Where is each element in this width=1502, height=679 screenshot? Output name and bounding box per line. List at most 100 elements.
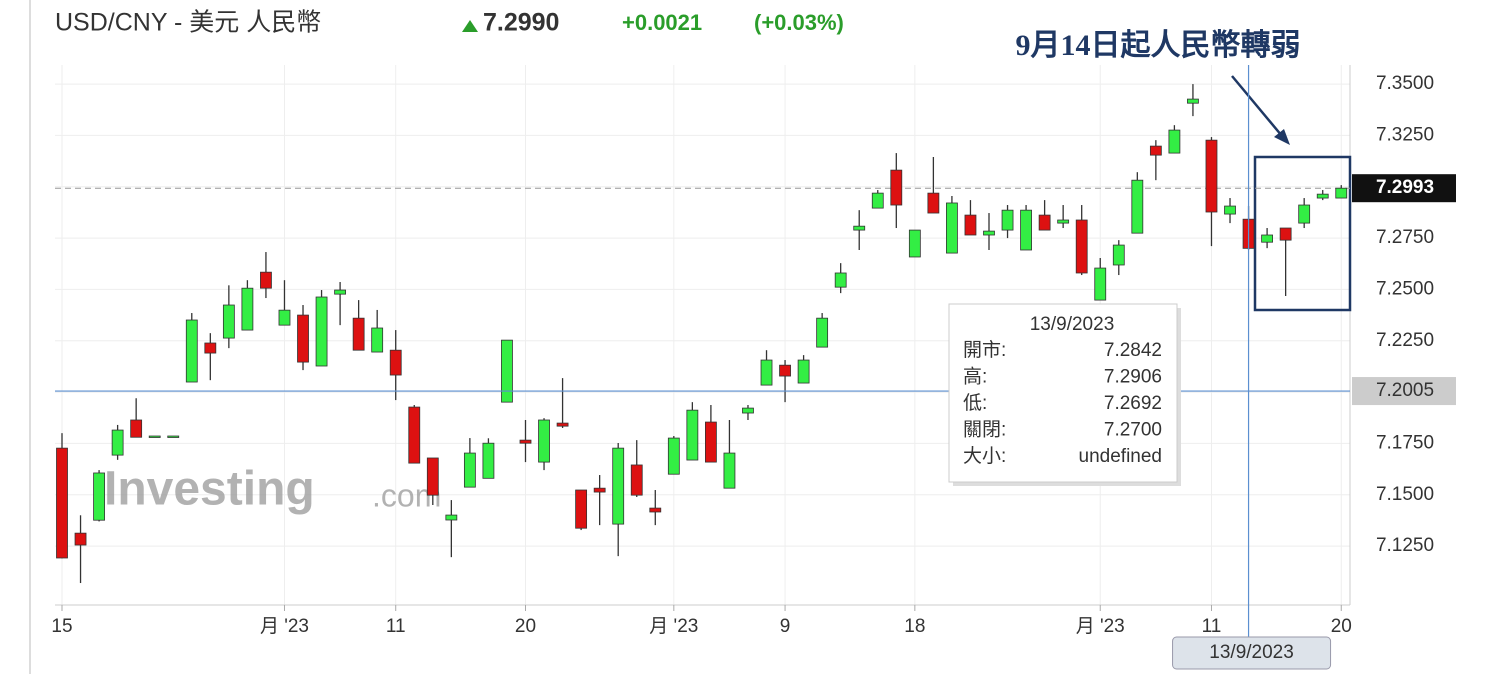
tooltip-label: 低: [963, 392, 987, 414]
candle-body [408, 406, 421, 464]
candle-body [1038, 214, 1051, 231]
candle-body [908, 229, 921, 258]
tooltip-value: undefined [1079, 446, 1162, 467]
candle-body [1020, 209, 1032, 251]
candle-body [222, 304, 235, 339]
candle-body [723, 452, 736, 489]
candle-body [964, 214, 977, 236]
candle-body [519, 439, 532, 444]
crosshair-y-label: 7.2005 [1376, 380, 1434, 401]
annotation: 9月14日起人民幣轉弱 [1016, 29, 1301, 62]
y-tick-label: 7.2750 [1376, 227, 1434, 248]
candle-body [111, 429, 124, 456]
candle-body [445, 514, 458, 521]
price: 7.2990 [483, 9, 559, 37]
candle-body [1075, 219, 1088, 274]
candle-body [204, 342, 217, 354]
tooltip-label: 關閉: [963, 420, 1006, 441]
candle-body [556, 422, 569, 427]
candle-body [167, 435, 180, 438]
candle-body [389, 349, 402, 376]
candle-body [1057, 219, 1070, 224]
candle-body [74, 532, 87, 546]
annotation-arrow [1231, 75, 1283, 137]
x-tick-label: 11 [386, 616, 406, 637]
candle-body [853, 225, 866, 231]
tooltip-label: 開市: [963, 339, 1006, 361]
candle-body [742, 407, 754, 414]
candle-body [890, 169, 903, 206]
y-tick-label: 7.1500 [1376, 484, 1434, 505]
y-tick-label: 7.1250 [1376, 535, 1434, 556]
candle-body [760, 359, 773, 386]
candle-body [260, 271, 272, 289]
candle-body [1131, 179, 1144, 234]
candle-body [371, 327, 384, 353]
candle-body [315, 296, 328, 367]
y-tick-label: 7.2500 [1376, 278, 1434, 299]
y-tick-label: 7.2250 [1376, 330, 1434, 351]
candle-body [649, 507, 662, 513]
candle-body [56, 447, 68, 559]
crosshair-x-label: 13/9/2023 [1209, 642, 1294, 663]
up-arrow [462, 20, 478, 32]
candle-body [1261, 234, 1273, 243]
last-price-box [1352, 174, 1456, 203]
candle-body [593, 487, 606, 493]
tooltip-date: 13/9/2023 [1030, 314, 1115, 335]
candle-body [1224, 205, 1236, 215]
candle-body [686, 409, 699, 461]
x-tick-label: 月 '23 [260, 616, 309, 637]
change-pct: (+0.03%) [754, 10, 844, 35]
candle-body [575, 489, 588, 529]
candle-body [612, 447, 625, 525]
candle-body [482, 442, 495, 479]
candle-body [1205, 139, 1218, 213]
candle-body [148, 435, 161, 438]
candle-body [705, 421, 717, 463]
candle-body [1001, 209, 1014, 231]
candle-body [797, 359, 810, 384]
candle-body [334, 289, 347, 295]
tooltip-label: 大小: [963, 445, 1006, 467]
x-tick-label: 11 [1202, 616, 1222, 637]
candle-body [983, 230, 995, 236]
candle-body [779, 364, 791, 377]
watermark-brand: Investing [104, 463, 315, 516]
candle-body [1279, 227, 1292, 241]
tooltip-value: 7.2692 [1104, 393, 1162, 414]
candle-body [426, 457, 439, 496]
candle-body [297, 314, 309, 363]
pair-title: USD/CNY - 美元 人民幣 [55, 9, 321, 37]
candle-body [871, 192, 884, 209]
x-tick-label: 18 [904, 616, 925, 637]
x-tick-label: 20 [1331, 616, 1352, 637]
candle-body [834, 272, 847, 288]
candle-body [1187, 98, 1199, 104]
tooltip-value: 7.2700 [1104, 420, 1162, 441]
tooltip-label: 高: [963, 366, 987, 388]
candle-body [463, 452, 476, 488]
change: +0.0021 [622, 10, 702, 35]
x-tick-label: 9 [780, 616, 791, 637]
candle-body [185, 319, 198, 383]
annotation-arrowhead [1274, 129, 1290, 145]
y-tick-label: 7.3500 [1376, 73, 1434, 94]
y-tick-label: 7.3250 [1376, 124, 1434, 145]
candle-body [278, 309, 291, 326]
tooltip-box [948, 303, 1178, 483]
candle-body [93, 472, 105, 521]
candle-body [130, 419, 143, 438]
crosshair-y-box [1352, 377, 1456, 406]
annotation-box [1253, 155, 1352, 312]
x-tick-label: 15 [51, 616, 72, 637]
candle-body [1298, 204, 1311, 224]
crosshair-x-box [1172, 636, 1332, 670]
x-tick-label: 月 '23 [649, 616, 698, 637]
candle-body [1335, 187, 1348, 199]
candle-body [816, 317, 829, 348]
candle-body [1094, 267, 1107, 301]
candle-body [927, 192, 940, 214]
